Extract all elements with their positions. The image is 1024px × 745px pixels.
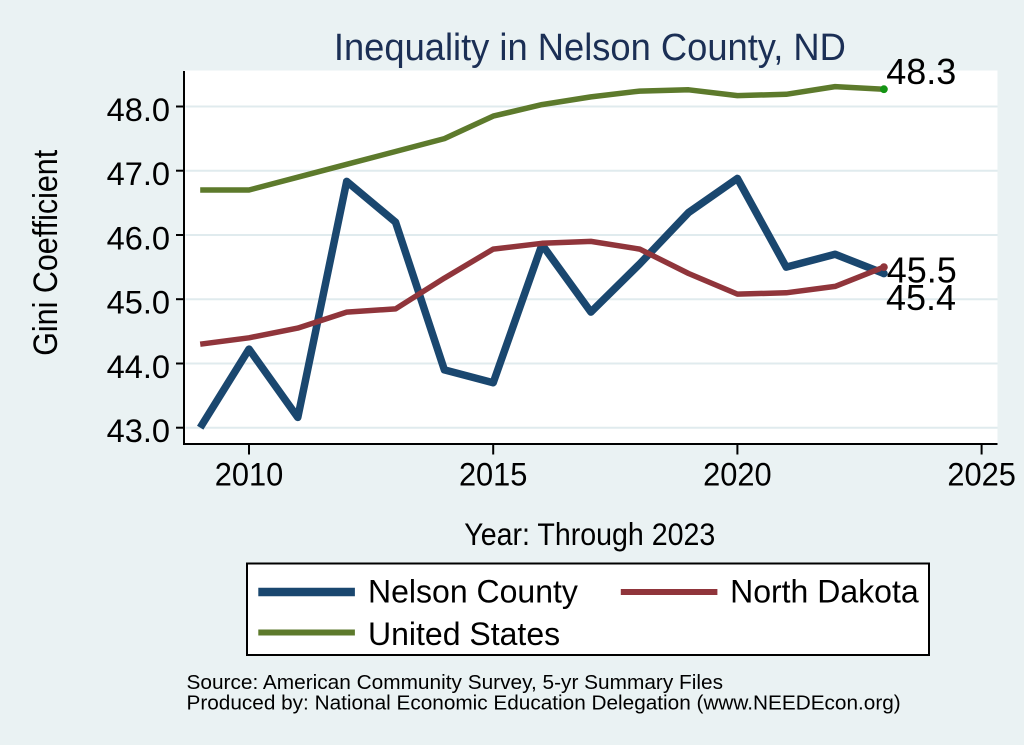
svg-text:48.0: 48.0	[107, 91, 170, 128]
svg-text:2020: 2020	[703, 456, 772, 493]
svg-text:Year: Through 2023: Year: Through 2023	[464, 516, 715, 552]
svg-text:Source: American Community Sur: Source: American Community Survey, 5-yr …	[187, 672, 724, 694]
svg-text:2025: 2025	[947, 456, 1016, 493]
svg-text:44.0: 44.0	[107, 348, 170, 385]
svg-text:48.3: 48.3	[886, 51, 956, 92]
svg-text:45.4: 45.4	[886, 277, 956, 318]
svg-text:45.0: 45.0	[107, 284, 170, 321]
svg-text:43.0: 43.0	[107, 412, 170, 449]
svg-text:Inequality in Nelson County, N: Inequality in Nelson County, ND	[334, 27, 846, 69]
svg-text:United States: United States	[368, 616, 560, 652]
svg-text:2015: 2015	[459, 456, 528, 493]
svg-text:45.5: 45.5	[887, 250, 957, 291]
svg-text:Gini Coefficient: Gini Coefficient	[27, 149, 65, 355]
svg-text:Nelson County: Nelson County	[368, 574, 578, 610]
svg-text:47.0: 47.0	[107, 155, 170, 192]
svg-text:Produced by: National Economic: Produced by: National Economic Education…	[187, 692, 901, 714]
svg-text:North Dakota: North Dakota	[730, 574, 919, 610]
svg-text:2010: 2010	[215, 456, 284, 493]
svg-text:46.0: 46.0	[107, 219, 170, 256]
